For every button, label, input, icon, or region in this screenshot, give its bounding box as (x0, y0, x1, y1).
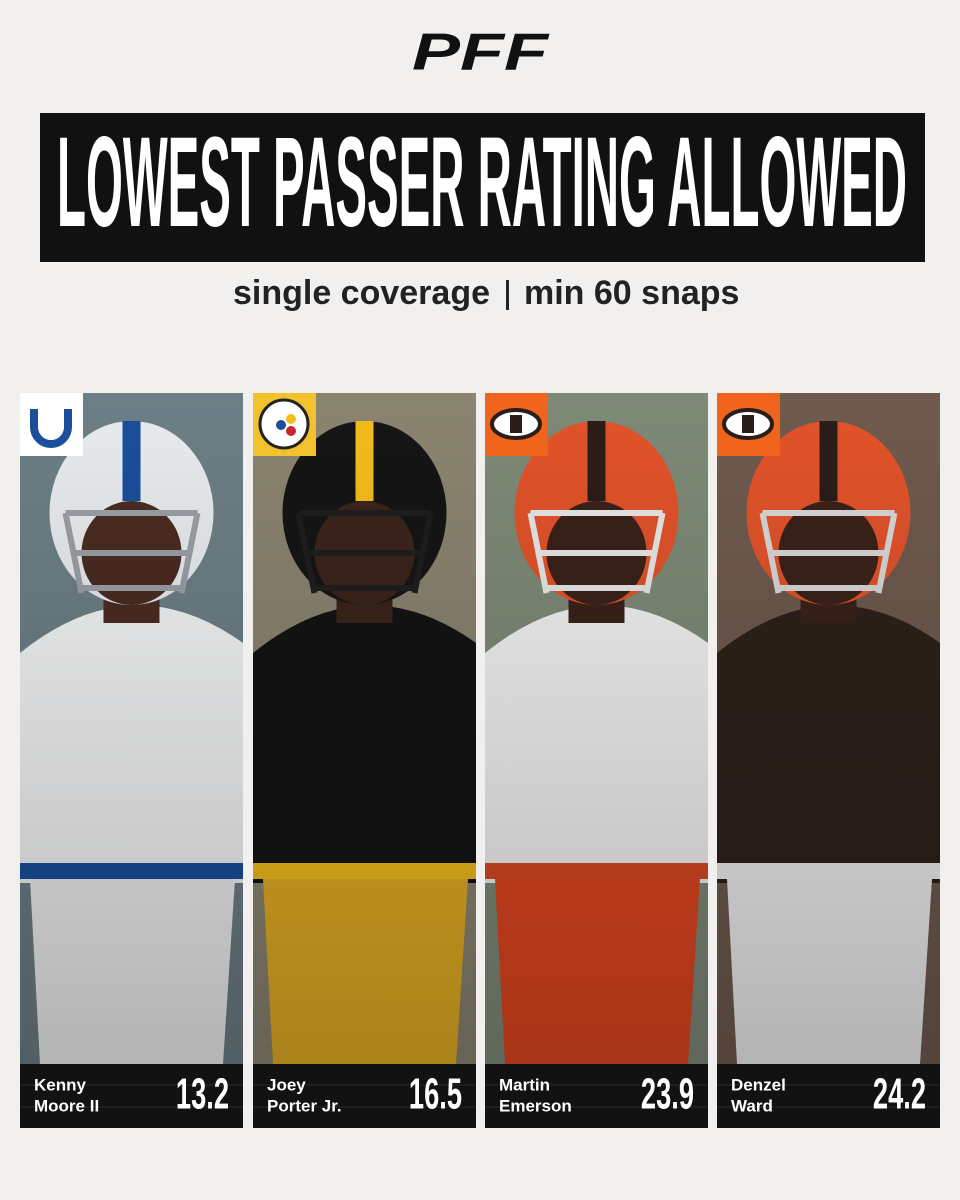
subtitle-divider (506, 280, 509, 310)
player-card: Denzel Ward 24.2 (717, 393, 940, 1128)
name-bar (253, 1064, 476, 1128)
logo-hypocycloid (286, 414, 296, 424)
photo-shade (485, 393, 708, 1064)
name-bar (717, 1064, 940, 1128)
player-name: Moore II (34, 1096, 99, 1115)
name-bar-grid (253, 1084, 476, 1108)
name-bar (20, 1064, 243, 1128)
title: LOWEST PASSER RATING ALLOWED (57, 111, 907, 254)
logo-mark (742, 415, 754, 433)
player-value: 13.2 (176, 1069, 229, 1118)
player-name: Porter Jr. (267, 1096, 342, 1115)
player-cards: Kenny Moore II 13.2 Joey Porter Jr. 16.5 Marti… (20, 393, 940, 1128)
name-bar (485, 1064, 708, 1128)
player-value: 23.9 (641, 1069, 694, 1118)
photo-shade (717, 393, 940, 1064)
name-bar-grid (20, 1084, 243, 1108)
player-name: Martin (499, 1075, 550, 1094)
player-value: 24.2 (873, 1069, 926, 1118)
player-name: Joey (267, 1075, 306, 1094)
player-name: Denzel (731, 1075, 786, 1094)
logo-hypocycloid (276, 420, 286, 430)
title-box (40, 113, 925, 262)
player-card: Martin Emerson 23.9 (485, 393, 708, 1128)
player-name: Emerson (499, 1096, 572, 1115)
brand-logo: PFF (412, 24, 550, 82)
photo-shade (20, 393, 243, 1064)
player-value: 16.5 (409, 1069, 462, 1118)
name-bar-grid (717, 1084, 940, 1108)
photo-shade (253, 393, 476, 1064)
subtitle-left: single coverage (233, 274, 490, 312)
player-card: Kenny Moore II 13.2 (20, 393, 243, 1128)
player-name: Ward (731, 1096, 773, 1115)
player-name: Kenny (34, 1075, 87, 1094)
name-bar-grid (485, 1084, 708, 1108)
logo-mark (510, 415, 522, 433)
player-card: Joey Porter Jr. 16.5 (253, 393, 476, 1128)
subtitle-right: min 60 snaps (524, 274, 739, 312)
team-logo (30, 409, 72, 448)
logo-hypocycloid (286, 426, 296, 436)
